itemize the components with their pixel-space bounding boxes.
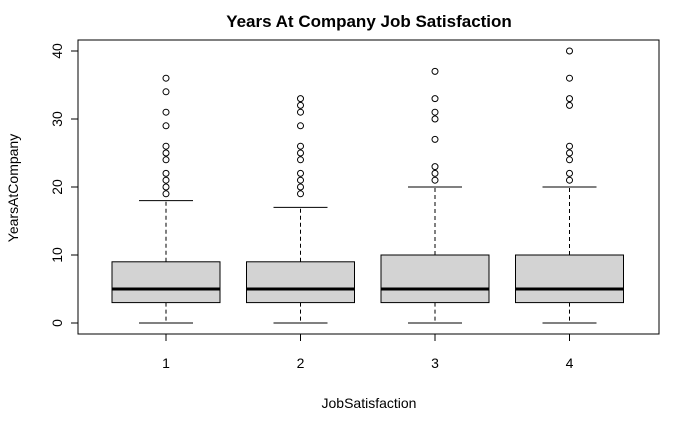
outlier-point: [162, 149, 170, 157]
outlier-point: [431, 95, 439, 103]
outlier-point: [162, 183, 170, 191]
x-axis-label: JobSatisfaction: [322, 395, 417, 411]
outlier-point: [297, 95, 304, 103]
outlier-point: [566, 169, 573, 177]
outlier-point: [297, 156, 304, 164]
outlier-point: [297, 149, 304, 157]
outlier-point: [162, 108, 170, 116]
outlier-point: [566, 74, 573, 82]
outlier-point: [431, 67, 439, 75]
x-tick-label: 3: [431, 355, 439, 371]
x-axis: 1 2 3 4: [162, 333, 574, 371]
y-tick-label: 40: [49, 43, 65, 59]
outlier-point: [297, 108, 304, 116]
outlier-point: [566, 149, 573, 157]
outlier-point: [566, 156, 573, 164]
outlier-point: [162, 142, 170, 150]
outlier-point: [162, 74, 170, 82]
y-tick-label: 20: [49, 179, 65, 195]
outlier-point: [297, 190, 304, 198]
chart-title: Years At Company Job Satisfaction: [226, 12, 512, 31]
outlier-point: [297, 142, 304, 150]
y-tick-label: 30: [49, 111, 65, 127]
y-tick-label: 10: [49, 247, 65, 263]
outlier-point: [162, 88, 170, 96]
outlier-point: [431, 169, 439, 177]
outlier-point: [162, 190, 170, 198]
x-tick-label: 2: [297, 355, 305, 371]
outlier-point: [566, 47, 573, 55]
outlier-point: [566, 95, 573, 103]
box-group-2: [246, 95, 355, 324]
outlier-point: [297, 183, 304, 191]
x-tick-label: 1: [162, 355, 170, 371]
box-group-4: [515, 47, 624, 324]
outlier-point: [297, 101, 304, 109]
outlier-point: [431, 108, 439, 116]
iqr-box: [380, 254, 490, 304]
outlier-point: [431, 135, 439, 143]
outlier-point: [162, 176, 170, 184]
iqr-box: [246, 261, 355, 304]
outlier-point: [431, 163, 439, 171]
iqr-box: [515, 254, 624, 304]
y-axis-label: YearsAtCompany: [5, 134, 21, 242]
y-tick-label: 0: [49, 319, 65, 327]
outlier-point: [566, 142, 573, 150]
outlier-point: [162, 122, 170, 130]
box-group-3: [380, 67, 490, 324]
outlier-point: [297, 122, 304, 130]
iqr-box: [111, 261, 221, 304]
outlier-point: [431, 176, 439, 184]
boxes-layer: [111, 47, 624, 324]
y-axis: 0 10 20 30 40: [49, 43, 79, 327]
outlier-point: [431, 115, 439, 123]
box-group-1: [111, 74, 221, 324]
outlier-point: [566, 176, 573, 184]
outlier-point: [297, 176, 304, 184]
outlier-point: [297, 169, 304, 177]
outlier-point: [162, 156, 170, 164]
x-tick-label: 4: [566, 355, 574, 371]
outlier-point: [162, 169, 170, 177]
outlier-point: [566, 101, 573, 109]
